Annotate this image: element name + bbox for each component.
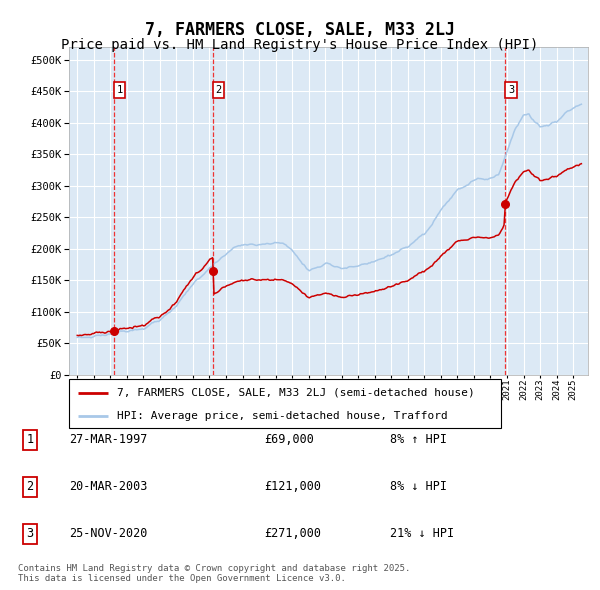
Text: 1: 1	[26, 433, 34, 446]
Text: 1: 1	[116, 85, 123, 95]
Text: £121,000: £121,000	[264, 480, 321, 493]
Text: Contains HM Land Registry data © Crown copyright and database right 2025.
This d: Contains HM Land Registry data © Crown c…	[18, 563, 410, 583]
Text: 2: 2	[26, 480, 34, 493]
FancyBboxPatch shape	[69, 379, 501, 428]
Text: 3: 3	[508, 85, 514, 95]
Text: 7, FARMERS CLOSE, SALE, M33 2LJ (semi-detached house): 7, FARMERS CLOSE, SALE, M33 2LJ (semi-de…	[116, 388, 474, 398]
Text: £69,000: £69,000	[264, 433, 314, 446]
Text: 27-MAR-1997: 27-MAR-1997	[69, 433, 148, 446]
Text: £271,000: £271,000	[264, 527, 321, 540]
Text: 7, FARMERS CLOSE, SALE, M33 2LJ: 7, FARMERS CLOSE, SALE, M33 2LJ	[145, 21, 455, 39]
Text: 21% ↓ HPI: 21% ↓ HPI	[390, 527, 454, 540]
Text: 2: 2	[215, 85, 222, 95]
Text: 8% ↓ HPI: 8% ↓ HPI	[390, 480, 447, 493]
Text: 3: 3	[26, 527, 34, 540]
Text: 8% ↑ HPI: 8% ↑ HPI	[390, 433, 447, 446]
Text: 25-NOV-2020: 25-NOV-2020	[69, 527, 148, 540]
Text: 20-MAR-2003: 20-MAR-2003	[69, 480, 148, 493]
Text: Price paid vs. HM Land Registry's House Price Index (HPI): Price paid vs. HM Land Registry's House …	[61, 38, 539, 53]
Text: HPI: Average price, semi-detached house, Trafford: HPI: Average price, semi-detached house,…	[116, 411, 447, 421]
